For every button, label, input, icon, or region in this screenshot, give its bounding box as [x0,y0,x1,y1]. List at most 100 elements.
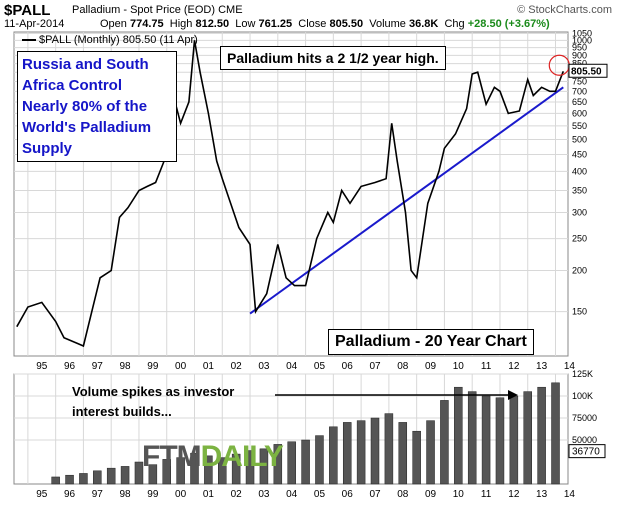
volume-bar [273,444,283,485]
open-value: 774.75 [129,18,164,30]
volume-bar [162,459,171,485]
price-y-tick-label: 350 [572,185,587,195]
volume-bar [176,457,185,485]
volume-note-line-2: interest builds... [72,404,172,419]
open-label: Open [100,18,127,30]
volume-bar [245,450,255,485]
volume-y-tick-label: 125K [572,369,593,379]
price-y-tick-label: 750 [572,76,587,86]
quote-date: 11-Apr-2014 [4,18,65,30]
price-x-tick-label: 06 [342,361,354,372]
source-credit: © StockCharts.com [517,4,612,16]
instrument-title: Palladium - Spot Price (EOD) [72,4,216,16]
price-x-tick-label: 09 [425,361,437,372]
volume-x-tick-label: 09 [425,489,437,500]
price-line [16,40,565,348]
price-x-tick-label: 12 [508,361,520,372]
volume-x-tick-label: 10 [453,489,465,500]
volume-bar [356,420,366,485]
price-x-tick-label: 96 [64,361,76,372]
volume-bar [412,430,421,485]
volume-x-tick-label: 11 [481,489,492,500]
price-x-tick-label: 00 [175,361,187,372]
volume-y-tick-label: 50000 [572,435,597,445]
volume-bar [509,395,519,485]
price-y-tick-label: 700 [572,86,587,96]
price-x-tick-label: 14 [564,361,576,372]
price-last-tag [568,63,608,78]
volume-bar [79,473,88,485]
high-label: High [169,18,193,30]
volume-x-tick-label: 03 [258,489,270,500]
volume-bar [329,426,338,485]
volume-bar [148,464,158,485]
ftm-daily-logo: FTMDAILY [142,440,284,474]
price-last-label: 805.50 [571,66,602,77]
volume-bar [218,457,227,485]
price-x-tick-label: 07 [369,361,381,372]
price-y-tick-label: 550 [572,121,587,131]
price-y-tick-label: 150 [572,307,587,317]
price-y-tick-label: 200 [572,266,587,276]
volume-bar [342,422,352,485]
logo-ftm: FTM [142,440,202,473]
exchange-label: CME [218,4,243,16]
price-y-tick-label: 850 [572,59,587,69]
volume-bar [426,420,435,485]
volume-bar [134,461,144,485]
volume-bar [398,422,408,485]
volume-bar [204,455,213,485]
price-y-tick-label: 250 [572,234,587,244]
high-note: Palladium hits a 2 1/2 year high. [220,46,446,70]
volume-bar [65,474,74,485]
volume-x-tick-label: 98 [120,489,132,500]
volume-x-tick-label: 00 [175,489,187,500]
volume-bar [190,452,199,485]
price-x-tick-label: 95 [36,361,48,372]
price-y-tick-label: 650 [572,97,587,107]
price-x-tick-label: 98 [120,361,132,372]
price-x-tick-label: 13 [536,361,548,372]
volume-bar [481,395,491,485]
volume-bar [315,435,324,485]
volume-bar [551,382,560,485]
volume-bar [287,441,296,485]
price-y-tick-label: 1050 [572,28,592,38]
price-y-tick-label: 600 [572,108,587,118]
price-x-tick-label: 03 [258,361,270,372]
price-y-tick-label: 300 [572,208,587,218]
close-label: Close [298,18,327,30]
price-y-tick-label: 450 [572,150,587,160]
volume-bar [231,453,241,485]
volume-x-tick-label: 06 [342,489,354,500]
change-value: +28.50 (+3.67%) [467,18,550,30]
supply-note: Russia and South Africa Control Nearly 8… [17,51,177,162]
price-x-tick-label: 02 [231,361,243,372]
volume-arrow-head [508,390,518,400]
volume-x-tick-label: 12 [508,489,520,500]
price-y-tick-label: 950 [572,43,587,53]
ticker-symbol: $PALL [4,2,51,19]
volume-last-label: 36770 [572,447,600,458]
instrument-name: Palladium - Spot Price (EOD) CME [72,4,243,16]
quote-stats: Open 774.75 High 812.50 Low 761.25 Close… [100,18,550,30]
low-label: Low [235,18,256,30]
volume-bar [93,470,102,485]
price-y-tick-label: 1000 [572,35,592,45]
chart-title-box: Palladium - 20 Year Chart [328,329,534,355]
volume-bar [495,397,505,485]
volume-bar [51,476,60,485]
price-legend: $PALL (Monthly) 805.50 (11 Apr) [22,34,198,46]
volume-x-tick-label: 08 [397,489,409,500]
volume-x-tick-label: 13 [536,489,548,500]
volume-bar [440,400,449,485]
volume-x-tick-label: 02 [231,489,243,500]
price-y-tick-label: 500 [572,134,587,144]
change-label: Chg [444,18,465,30]
volume-x-tick-label: 01 [203,489,215,500]
volume-x-tick-label: 97 [92,489,104,500]
price-y-tick-label: 400 [572,166,587,176]
volume-bar [523,391,532,485]
price-x-tick-label: 97 [92,361,104,372]
volume-x-tick-label: 04 [286,489,298,500]
